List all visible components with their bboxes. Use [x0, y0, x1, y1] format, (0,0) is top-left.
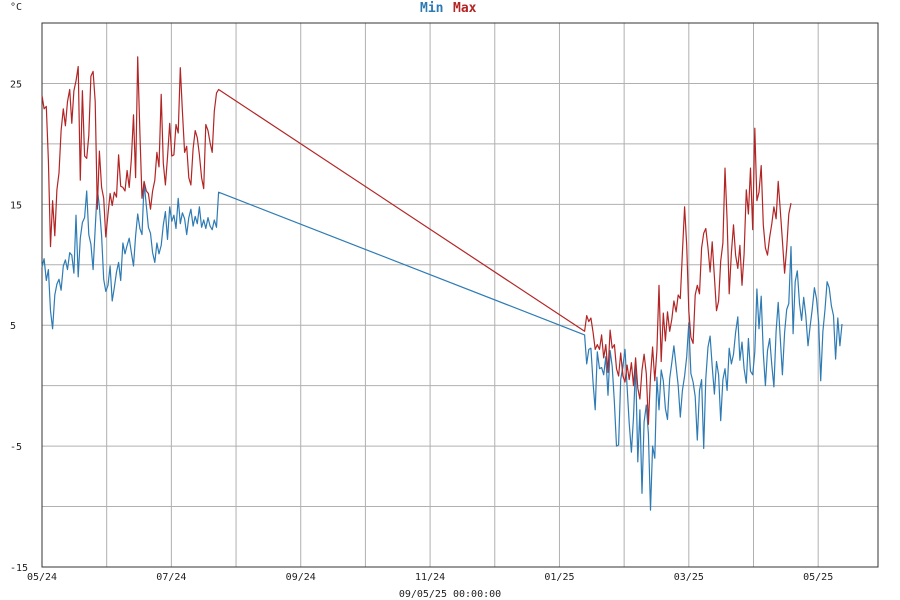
- series-line-max: [41, 56, 792, 425]
- timestamp: 09/05/25 00:00:00: [399, 589, 501, 600]
- x-tick-label: 09/24: [286, 572, 316, 583]
- y-tick-label: -5: [10, 442, 22, 453]
- series-lines: [41, 56, 843, 511]
- x-tick-label: 05/24: [27, 572, 57, 583]
- x-tick-label: 11/24: [415, 572, 445, 583]
- x-axis-ticks: 05/24 07/24 09/24 11/24 01/25 03/25 05/25: [27, 572, 833, 583]
- x-tick-label: 01/25: [544, 572, 574, 583]
- y-tick-label: 25: [10, 79, 22, 90]
- y-tick-label: 15: [10, 200, 22, 211]
- y-unit-label: °C: [10, 2, 22, 13]
- legend: Min Max: [420, 1, 477, 16]
- legend-max: Max: [453, 1, 477, 16]
- y-tick-label: -15: [10, 563, 28, 574]
- legend-min: Min: [420, 1, 443, 16]
- grid-lines: [42, 23, 878, 567]
- y-axis-ticks: 25 15 5 -5 -15: [10, 79, 28, 574]
- series-line-min: [41, 182, 843, 511]
- x-tick-label: 05/25: [803, 572, 833, 583]
- x-tick-label: 07/24: [156, 572, 186, 583]
- y-tick-label: 5: [10, 321, 16, 332]
- x-tick-label: 03/25: [674, 572, 704, 583]
- plot-frame: [41, 22, 879, 568]
